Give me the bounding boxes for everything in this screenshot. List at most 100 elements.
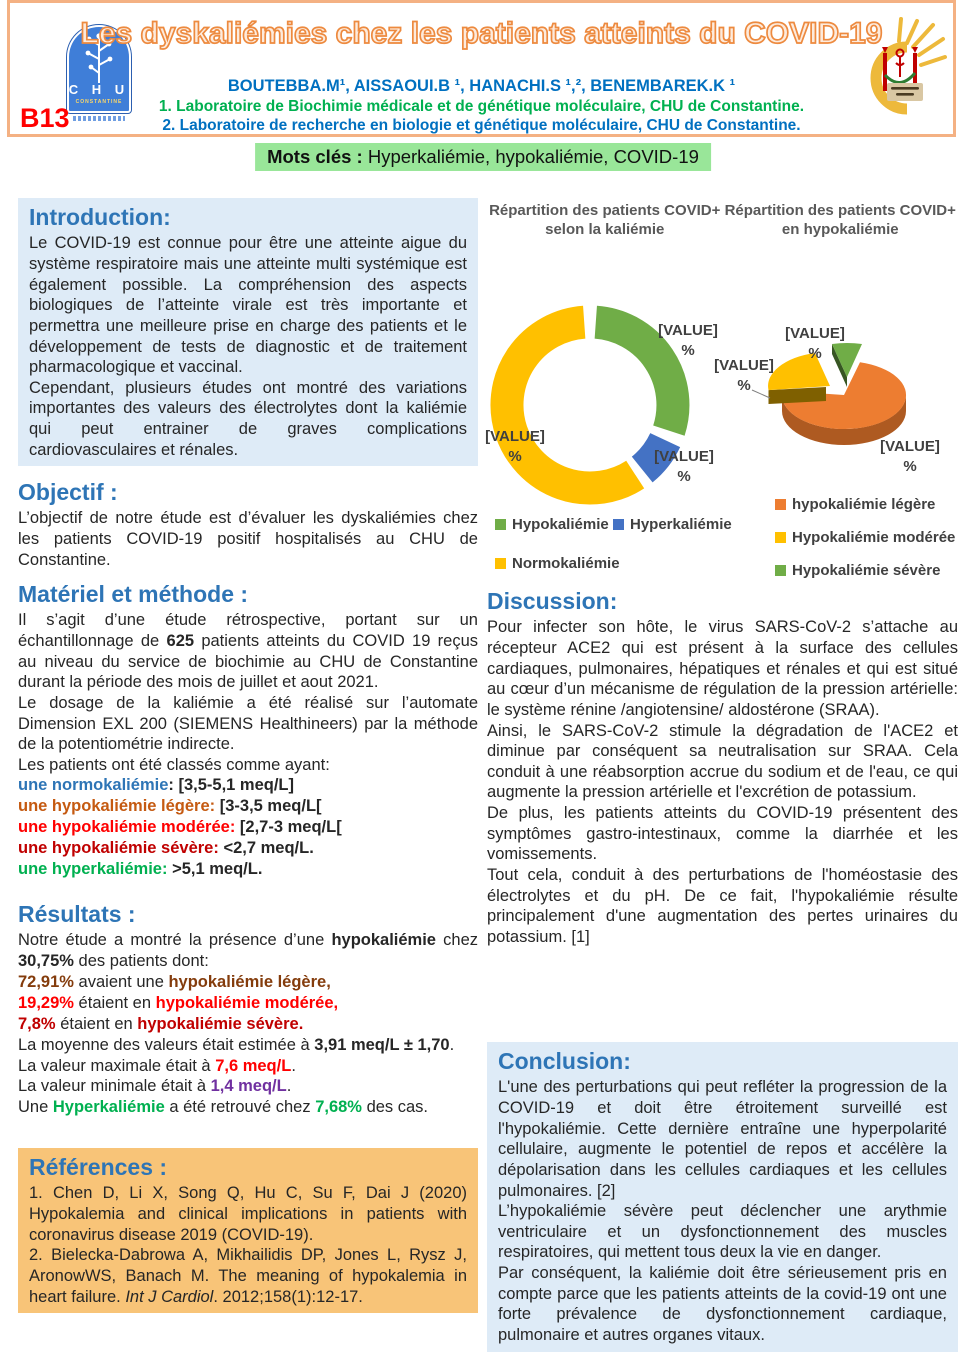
authors-line: BOUTEBBA.M¹, AISSAOUI.B ¹, HANACHI.S ¹,²… — [227, 77, 736, 95]
faculty-logo-icon — [870, 17, 947, 115]
pie3d-label-moderee-value: [VALUE] — [714, 357, 774, 374]
pie3d-label-leader-line — [751, 389, 771, 399]
methods-heading: Matériel et méthode : — [18, 581, 249, 607]
pie3d-slice-legere — [782, 362, 907, 430]
reference-2: 2. Bielecka-Dabrowa A, Mikhailidis DP, J… — [29, 1246, 467, 1306]
section-conclusion: Conclusion: L'une des perturbations qui … — [487, 1042, 958, 1352]
keywords-strip: Mots clés : Hyperkaliémie, hypokaliémie,… — [255, 143, 711, 171]
results-line-3: 19,29% étaient en hypokaliémie modérée, — [18, 993, 339, 1012]
pie3d-label-legere-pct: % — [903, 458, 916, 475]
pie3d-label-legere-value: [VALUE] — [880, 438, 940, 455]
methods-paragraph-3: Les patients ont été classés comme ayant… — [18, 755, 330, 774]
pie3d-green-wall — [832, 344, 847, 387]
pie3d-slice-severe — [832, 342, 862, 377]
keywords-text: Hyperkaliémie, hypokaliémie, COVID-19 — [362, 146, 699, 167]
results-line-5: La moyenne des valeurs était estimée à 3… — [18, 1035, 455, 1054]
results-heading: Résultats : — [18, 901, 136, 927]
discussion-paragraph-3: De plus, les patients atteints du COVID-… — [487, 804, 958, 864]
legend-item-hyperkaliemie: Hyperkaliémie — [613, 516, 732, 533]
donut-slice-hypokaliemie — [594, 305, 690, 436]
charts-row: [VALUE] % [VALUE] % [VALUE] % [VALUE] % … — [485, 240, 958, 522]
introduction-paragraph-1: Le COVID-19 est connue pour être une att… — [29, 234, 467, 377]
discussion-paragraph-4: Tout cela, conduit à des perturbations d… — [487, 865, 958, 946]
donut-label-hyperkaliemie-value: [VALUE] — [654, 448, 714, 465]
legend-item-normokaliemie: Normokaliémie — [495, 555, 620, 572]
discussion-paragraph-2: Ainsi, le SARS-CoV-2 stimule la dégradat… — [487, 721, 958, 802]
faculty-medicine-logo — [855, 17, 947, 129]
affiliation-1: 1. Laboratoire de Biochimie médicale et … — [158, 98, 805, 115]
affiliation-2: 2. Laboratoire de recherche en biologie … — [162, 117, 801, 134]
results-line-7: La valeur minimale était à 1,4 meq/L. — [18, 1077, 292, 1096]
donut-chart-legend: Hypokaliémie Hyperkaliémie Normokaliémie — [495, 516, 732, 572]
introduction-paragraph-2: Cependant, plusieurs études ont montré d… — [29, 378, 467, 459]
keywords-label: Mots clés : — [267, 146, 363, 167]
section-introduction: Introduction: Le COVID-19 est connue pou… — [18, 198, 478, 467]
donut-label-normokaliemie-pct: % — [508, 448, 521, 465]
legend-item-hypokaliemie: Hypokaliémie — [495, 516, 613, 533]
reference-1: 1. Chen D, Li X, Song Q, Hu C, Su F, Dai… — [29, 1184, 467, 1244]
pie3d-chart-title: Répartition des patients COVID+ en hypoka… — [724, 202, 956, 238]
chu-logo-arabic-line — [73, 116, 125, 121]
pie3d-label-moderee-pct: % — [737, 377, 750, 394]
legend-item-legere: hypokaliémie légère — [775, 496, 955, 513]
section-materiel-methode: Matériel et méthode : Il s’agit d’une ét… — [18, 581, 478, 880]
section-discussion: Discussion: Pour infecter son hôte, le v… — [487, 588, 958, 947]
legend-swatch-hypokaliemie — [495, 519, 506, 530]
section-objectif: Objectif : L’objectif de notre étude est… — [18, 479, 478, 570]
legend-item-severe: Hypokaliémie sévère — [775, 562, 955, 579]
kalemia-class-moderee: une hypokaliémie modérée: [2,7-3 meq/L[ — [18, 818, 342, 837]
chu-tree-icon — [85, 33, 113, 83]
kalemia-class-legere: une hypokaliémie légère: [3-3,5 meq/L[ — [18, 797, 322, 816]
chu-logo-arch: C H U CONSTANTINE — [67, 25, 131, 113]
discussion-paragraph-1: Pour infecter son hôte, le virus SARS-Co… — [487, 618, 958, 719]
section-references: Références : 1. Chen D, Li X, Song Q, Hu… — [18, 1148, 478, 1314]
kalemia-class-hyper: une hyperkaliémie: >5,1 meq/L. — [18, 860, 263, 879]
pie3d-chart: [VALUE] % [VALUE] % [VALUE] % — [714, 325, 940, 475]
pie3d-orange-wall — [782, 395, 906, 445]
donut-slice-hyperkaliemie — [631, 432, 681, 483]
results-line-1: Notre étude a montré la présence d’une h… — [18, 931, 479, 971]
donut-label-normokaliemie-value: [VALUE] — [485, 428, 545, 445]
pie3d-yellow-wall — [768, 387, 826, 404]
results-line-4: 7,8% étaient en hypokaliémie sévère. — [18, 1014, 304, 1033]
conclusion-paragraph-2: L’hypokaliémie sévère peut déclencher un… — [498, 1202, 947, 1262]
conclusion-paragraph-3: Par conséquent, la kaliémie doit être sé… — [498, 1264, 947, 1344]
header: C H U CONSTANTINE B13 Les dyskaliémies c… — [7, 0, 956, 137]
legend-item-moderee: Hypokaliémie modérée — [775, 529, 955, 546]
results-line-8: Une Hyperkaliémie a été retrouvé chez 7,… — [18, 1098, 429, 1117]
kalemia-class-severe: une hypokaliémie sévère: <2,7 meq/L. — [18, 839, 314, 858]
pie3d-label-severe-pct: % — [808, 345, 821, 362]
legend-swatch-moderee — [775, 532, 786, 543]
results-line-6: La valeur maximale était à 7,6 meq/L. — [18, 1056, 296, 1075]
objectif-heading: Objectif : — [18, 479, 118, 505]
conclusion-heading: Conclusion: — [498, 1048, 631, 1074]
methods-paragraph-1: Il s’agit d’une étude rétrospective, por… — [18, 611, 478, 692]
poster-code: B13 — [20, 103, 70, 133]
results-line-2: 72,91% avaient une hypokaliémie légère, — [18, 972, 331, 991]
discussion-heading: Discussion: — [487, 588, 618, 614]
legend-swatch-legere — [775, 499, 786, 510]
chu-logo-text: C H U — [68, 82, 130, 97]
objectif-paragraph: L’objectif de notre étude est d’évaluer … — [18, 509, 478, 569]
pie3d-label-severe-value: [VALUE] — [785, 325, 845, 342]
methods-paragraph-2: Le dosage de la kaliémie a été réalisé s… — [18, 693, 478, 754]
donut-label-hypokaliemie-pct: % — [681, 342, 694, 359]
poster-title: Les dyskaliémies chez les patients attei… — [80, 16, 884, 51]
pie3d-slice-moderee — [768, 353, 830, 391]
conclusion-paragraph-1: L'une des perturbations qui peut refléte… — [498, 1078, 947, 1200]
introduction-heading: Introduction: — [29, 204, 171, 230]
kalemia-class-normo: une normokaliémie: [3,5-5,1 meq/L] — [18, 776, 295, 795]
legend-swatch-hyperkaliemie — [613, 519, 624, 530]
chart-titles-row: Répartition des patients COVID+ selon la … — [487, 202, 958, 240]
chu-constantine-logo: C H U CONSTANTINE — [65, 23, 133, 127]
legend-swatch-normokaliemie — [495, 558, 506, 569]
references-heading: Références : — [29, 1154, 168, 1180]
legend-swatch-severe — [775, 565, 786, 576]
donut-label-hypokaliemie-value: [VALUE] — [658, 322, 718, 339]
donut-slice-normokaliemie — [490, 305, 645, 505]
donut-chart-title: Répartition des patients COVID+ selon la … — [489, 202, 721, 238]
pie3d-chart-legend: hypokaliémie légère Hypokaliémie modérée… — [775, 496, 955, 579]
donut-chart: [VALUE] % [VALUE] % [VALUE] % — [485, 305, 718, 505]
section-resultats: Résultats : Notre étude a montré la prés… — [18, 901, 478, 1118]
